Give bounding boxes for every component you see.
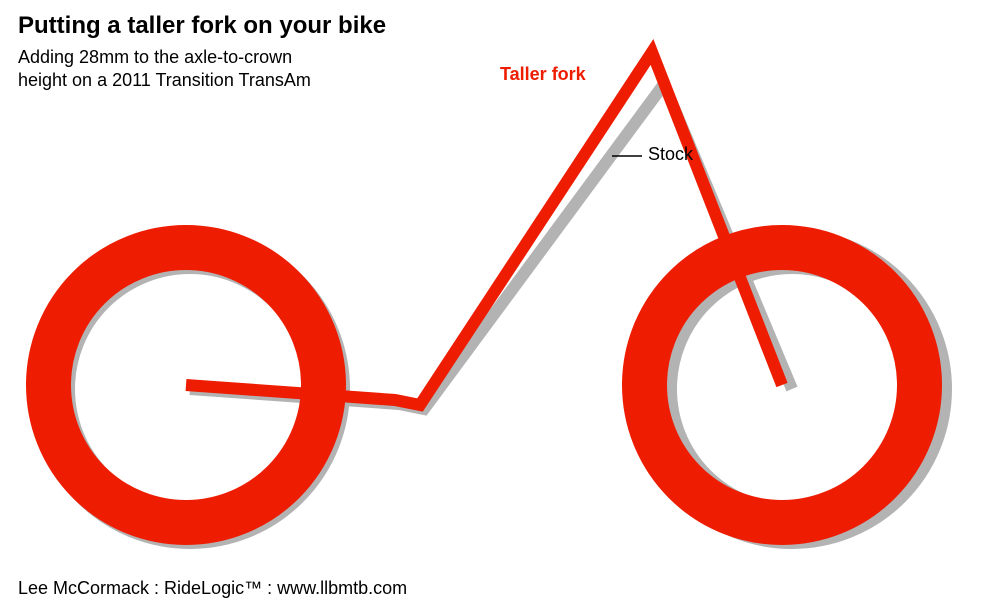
taller-frame-group	[49, 52, 920, 523]
stock-label: Stock	[648, 144, 694, 164]
frame-path-stock	[190, 84, 792, 409]
bike-diagram: Stock Taller fork	[0, 0, 1000, 611]
frame-path-taller	[186, 52, 782, 405]
taller-fork-label: Taller fork	[500, 64, 587, 84]
